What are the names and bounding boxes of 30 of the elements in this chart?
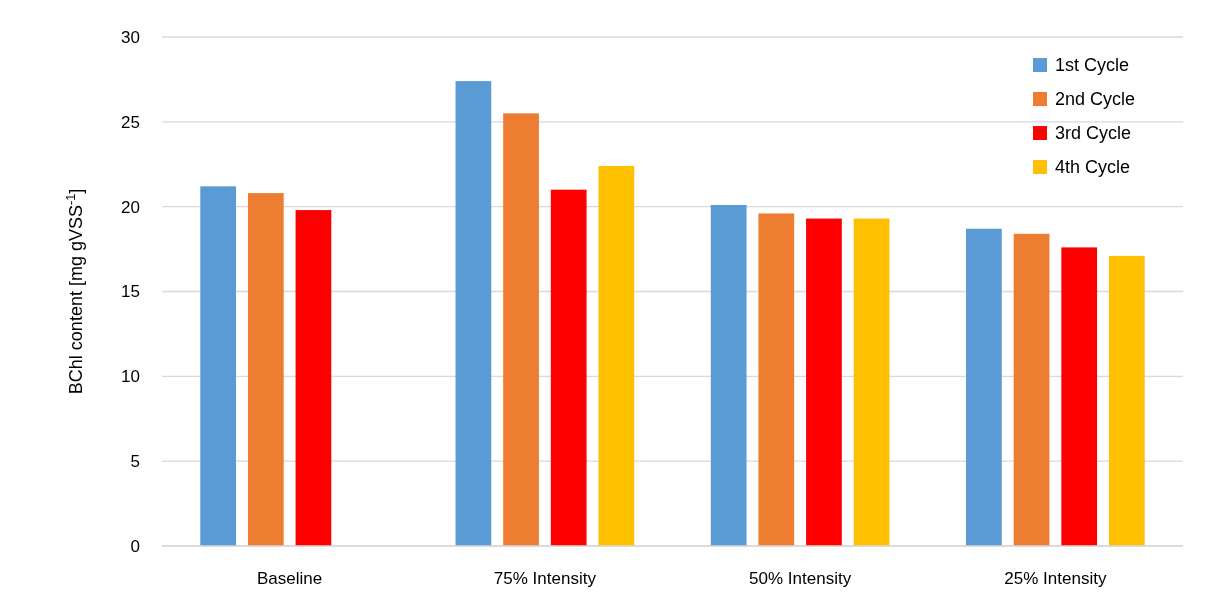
bar — [710, 204, 747, 546]
bar — [1061, 247, 1098, 546]
legend-label: 3rd Cycle — [1055, 123, 1132, 144]
bar — [853, 218, 890, 546]
bar — [200, 186, 237, 546]
legend-label: 4th Cycle — [1055, 157, 1131, 178]
y-tick-label: 5 — [130, 452, 140, 472]
x-tick-label: 75% Intensity — [493, 569, 597, 588]
bar — [966, 228, 1002, 546]
y-tick-label: 30 — [121, 27, 140, 47]
bar — [1108, 255, 1145, 546]
y-tick-label: 0 — [130, 536, 140, 556]
bar — [503, 113, 539, 546]
bar — [758, 213, 795, 546]
bar — [550, 189, 587, 546]
bar — [455, 81, 492, 546]
x-tick-label: Baseline — [257, 569, 323, 588]
legend-label: 1st Cycle — [1055, 55, 1130, 76]
bar — [295, 210, 332, 546]
x-tick-label: 25% Intensity — [1004, 569, 1107, 588]
y-tick-label: 20 — [121, 197, 140, 217]
y-tick-label: 25 — [121, 112, 140, 132]
x-tick-label: 50% Intensity — [749, 569, 852, 588]
y-tick-label: 15 — [121, 282, 140, 302]
bar — [806, 218, 842, 546]
legend-label: 2nd Cycle — [1055, 89, 1136, 110]
bar — [247, 193, 284, 546]
y-tick-label: 10 — [121, 367, 140, 387]
bar — [598, 165, 635, 546]
bar — [1013, 233, 1050, 546]
